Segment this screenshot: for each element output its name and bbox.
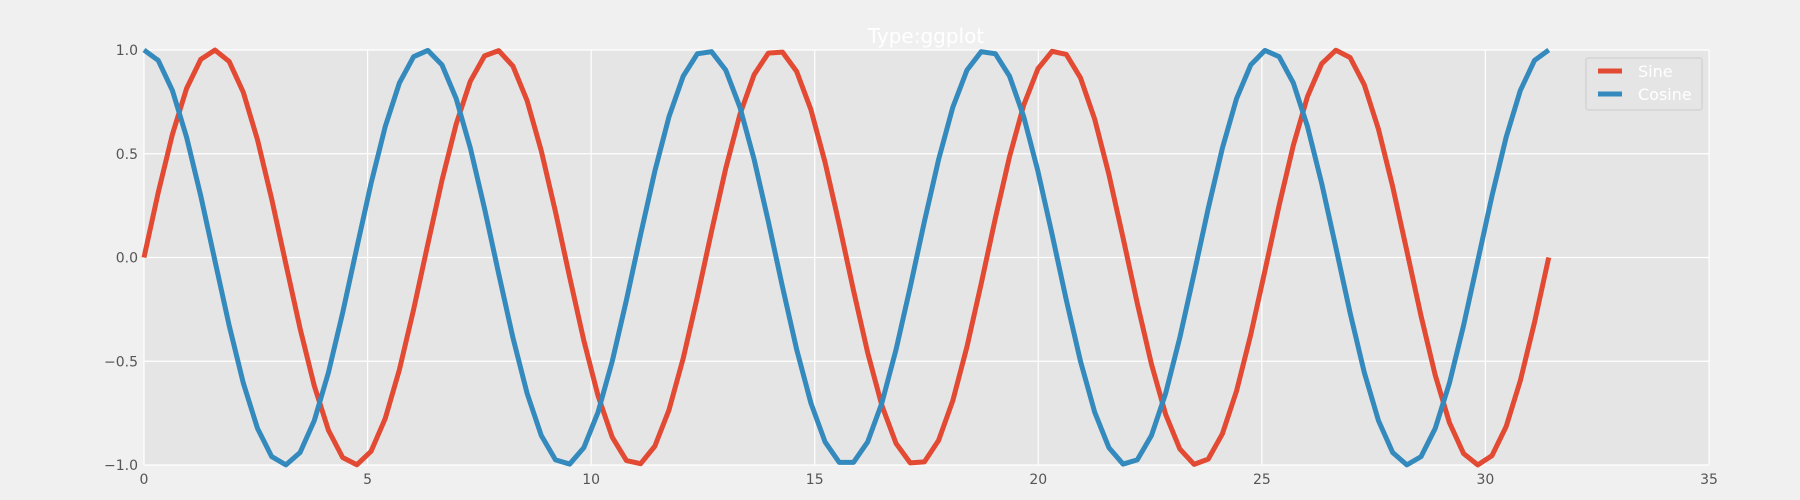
x-tick-label: 0 xyxy=(140,472,149,488)
x-tick-label: 10 xyxy=(582,472,600,488)
series-line-cosine xyxy=(142,47,1551,468)
x-tick-label: 25 xyxy=(1253,472,1271,488)
y-tick-label: 0.0 xyxy=(116,251,138,267)
y-tick-label: −1.0 xyxy=(104,458,138,474)
plot-lines xyxy=(141,47,1552,468)
legend: Sine Cosine xyxy=(1585,57,1703,111)
series-line-sine xyxy=(141,47,1552,468)
legend-label-cosine: Cosine xyxy=(1638,85,1692,104)
y-tick-label: 1.0 xyxy=(116,43,138,59)
x-axis: 0 5 10 15 20 25 30 35 xyxy=(140,472,1718,488)
grid-lines xyxy=(143,49,1710,466)
x-tick-label: 15 xyxy=(806,472,824,488)
x-tick-label: 35 xyxy=(1700,472,1718,488)
x-tick-label: 20 xyxy=(1029,472,1047,488)
y-axis: −1.0 −0.5 0.0 0.5 1.0 xyxy=(104,43,138,474)
x-tick-label: 5 xyxy=(363,472,372,488)
y-tick-label: 0.5 xyxy=(116,147,138,163)
legend-label-sine: Sine xyxy=(1638,62,1673,81)
y-tick-label: −0.5 xyxy=(104,354,138,370)
chart-title: Type:ggplot xyxy=(867,24,985,48)
x-tick-label: 30 xyxy=(1477,472,1495,488)
